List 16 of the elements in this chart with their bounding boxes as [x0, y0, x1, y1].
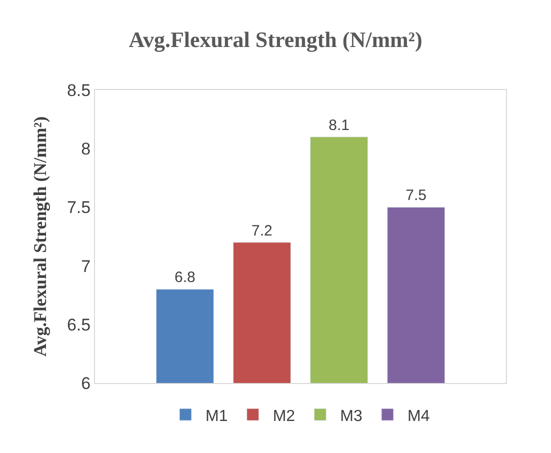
- data-label: 7.5: [406, 187, 427, 204]
- y-tick-label: 7.5: [66, 198, 91, 218]
- y-tick-label: 7: [81, 256, 91, 276]
- data-label: 6.8: [174, 269, 196, 286]
- data-label: 8.1: [328, 116, 350, 134]
- y-axis-title: Avg.Flexural Strength (N/mm²): [30, 116, 50, 357]
- data-label: 7.2: [252, 222, 272, 240]
- y-tick-label: 8.5: [66, 80, 91, 100]
- y-tick-label: 6.5: [66, 315, 91, 334]
- legend-label: M2: [272, 408, 296, 425]
- legend-label: M3: [340, 408, 362, 425]
- y-tick-label: 6: [81, 374, 91, 393]
- y-tick-label: 8: [81, 140, 91, 159]
- legend-label: M4: [407, 408, 430, 425]
- chart-title: Avg.Flexural Strength (N/mm²): [128, 27, 422, 52]
- legend-label: M1: [206, 408, 228, 425]
